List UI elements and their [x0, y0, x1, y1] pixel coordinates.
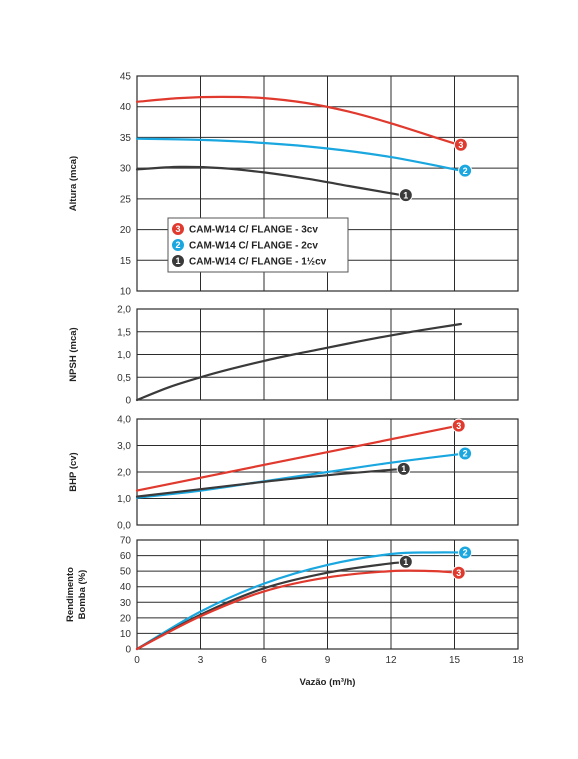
panel-frame: [136, 418, 519, 526]
series-badge-number: 3: [456, 568, 461, 578]
series-line-bhp-3: [135, 424, 460, 492]
series-badge-number: 1: [403, 190, 408, 200]
series-badge-number: 2: [463, 166, 468, 176]
panel-bhp: 0,0 1,0 2,0 3,0 4,0 BHP (cv) 3 2 1: [68, 415, 519, 532]
x-tick-label: 3: [198, 655, 204, 666]
y-tick-label: 35: [120, 133, 132, 144]
series-badge-number: 3: [458, 140, 463, 150]
x-tick-label: 15: [449, 655, 461, 666]
legend-badge-number: 2: [175, 240, 180, 250]
series-badge-1: 1: [398, 188, 413, 203]
y-tick-label: 0,0: [117, 521, 131, 532]
y-tick-label: 1,5: [117, 327, 131, 338]
panel-npsh: 0 0,5 1,0 1,5 2,0 NPSH (mca): [68, 305, 519, 407]
x-tick-label: 9: [325, 655, 331, 666]
y-tick-label: 20: [120, 613, 132, 624]
legend-box: [167, 217, 349, 273]
series-badge-number: 3: [456, 421, 461, 431]
series-badge-2: 2: [458, 545, 473, 560]
series-line-bhp-2: [135, 452, 462, 499]
panel-frame: [136, 75, 519, 292]
y-tick-label: 45: [120, 72, 132, 83]
y-tick-label: 0: [125, 645, 131, 656]
y-tick-label: 50: [120, 567, 132, 578]
series-badge-number: 2: [463, 449, 468, 459]
series-line-altura-3: [135, 95, 460, 146]
legend: 3 CAM-W14 C/ FLANGE - 3cv 2 CAM-W14 C/ FLAN…: [167, 217, 349, 273]
y-tick-label: 0: [125, 396, 131, 407]
y-tick-label: 40: [120, 102, 132, 113]
y-tick-label: 1,0: [117, 494, 131, 505]
series-line-rendimento-1: [135, 561, 407, 651]
y-tick-label: 20: [120, 225, 132, 236]
x-tick-label: 12: [385, 655, 397, 666]
y-tick-label: 40: [120, 582, 132, 593]
series-badge-2: 2: [458, 163, 473, 178]
series-badge-number: 1: [403, 557, 408, 567]
series-line-npsh-1: [135, 322, 462, 402]
legend-badge-number: 1: [175, 256, 180, 266]
legend-label: CAM-W14 C/ FLANGE - 1½cv: [189, 257, 327, 268]
y-tick-label: 10: [120, 287, 132, 298]
x-axis-label: Vazão (m³/h): [300, 677, 356, 688]
y-axis-label-bhp: BHP (cv): [68, 452, 79, 491]
series-badge-3: 3: [453, 137, 468, 152]
legend-label: CAM-W14 C/ FLANGE - 3cv: [189, 225, 318, 236]
panel-frame: [136, 539, 519, 650]
y-tick-label: 2,0: [117, 305, 131, 316]
series-line-rendimento-2: [135, 551, 462, 651]
y-tick-label: 25: [120, 194, 132, 205]
legend-item-1: 1 CAM-W14 C/ FLANGE - 1½cv: [171, 254, 327, 268]
y-tick-label: 70: [120, 536, 132, 547]
series-line-rendimento-3: [135, 569, 460, 651]
series-badge-3: 3: [451, 565, 466, 580]
series-line-bhp-1: [135, 467, 405, 498]
y-tick-label: 1,0: [117, 350, 131, 361]
series-line-altura-2: [135, 137, 462, 172]
series-badge-1: 1: [396, 461, 411, 476]
y-axis-label-rendimento: RendimentoBomba (%): [65, 567, 88, 622]
series-badge-number: 2: [463, 548, 468, 558]
y-tick-label: 15: [120, 256, 132, 267]
y-tick-label: 3,0: [117, 441, 131, 452]
y-tick-label: 0,5: [117, 373, 131, 384]
y-tick-label: 4,0: [117, 415, 131, 426]
x-tick-label: 18: [512, 655, 524, 666]
y-tick-label: 60: [120, 551, 132, 562]
y-axis-label-npsh: NPSH (mca): [68, 327, 79, 381]
y-axis-label-altura: Altura (mca): [68, 156, 79, 211]
panel-frame: [136, 308, 519, 401]
series-badge-2: 2: [458, 446, 473, 461]
series-badge-3: 3: [451, 418, 466, 433]
y-tick-label: 10: [120, 629, 132, 640]
x-tick-label: 0: [134, 655, 140, 666]
y-tick-label: 30: [120, 598, 132, 609]
legend-badge-number: 3: [175, 224, 180, 234]
x-tick-label: 6: [261, 655, 267, 666]
series-badge-1: 1: [398, 554, 413, 569]
series-badge-number: 1: [401, 464, 406, 474]
legend-item-3: 3 CAM-W14 C/ FLANGE - 3cv: [171, 222, 318, 236]
legend-label: CAM-W14 C/ FLANGE - 2cv: [189, 241, 318, 252]
y-tick-label: 30: [120, 164, 132, 175]
y-tick-label: 2,0: [117, 468, 131, 479]
legend-item-2: 2 CAM-W14 C/ FLANGE - 2cv: [171, 238, 318, 252]
series-line-altura-1: [135, 165, 407, 197]
